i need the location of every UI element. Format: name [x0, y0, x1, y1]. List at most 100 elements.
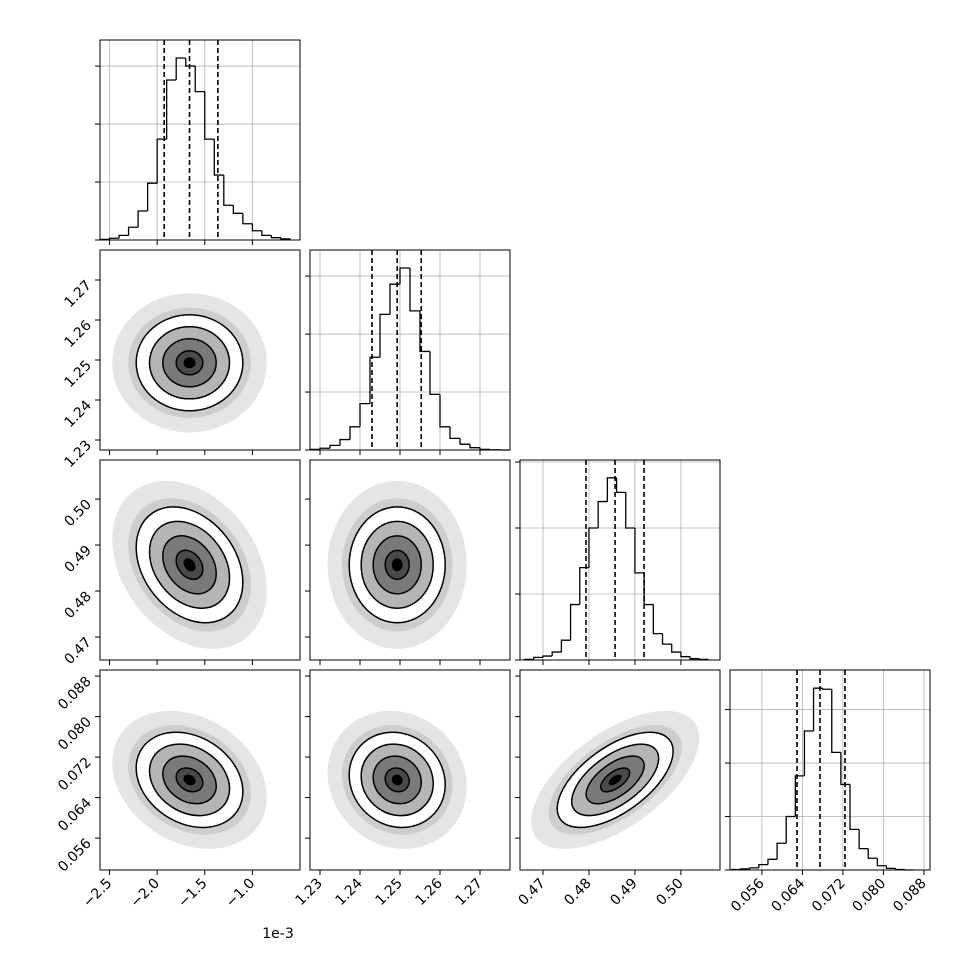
y-tick-label: 1.24 — [61, 397, 94, 430]
contour-line — [372, 755, 422, 805]
histogram-bin — [369, 356, 380, 404]
panel-frame — [309, 669, 511, 871]
histogram-bin — [560, 639, 571, 653]
histogram-bin — [213, 139, 224, 176]
histogram-bin — [876, 858, 887, 867]
histogram-bin — [429, 351, 440, 395]
contour-line — [135, 731, 244, 829]
histogram-bin — [831, 689, 841, 754]
contour-line — [585, 755, 645, 805]
x-tick-label: 0.088 — [890, 876, 930, 916]
y-tick-label: 0.48 — [61, 589, 94, 622]
x-tick-label: −1.0 — [223, 876, 258, 911]
x-tick-label: −1.5 — [175, 876, 210, 911]
histogram-bin — [379, 313, 390, 358]
histogram-bin — [867, 848, 878, 859]
histogram-bin — [166, 79, 177, 140]
histogram-bin — [146, 182, 158, 212]
y-tick-label: 0.49 — [61, 543, 94, 576]
histogram-bin — [606, 477, 617, 502]
histogram-bin — [185, 57, 196, 67]
density-peak — [391, 558, 403, 572]
histogram-bin — [794, 775, 805, 817]
offset-label: 1e-3 — [262, 926, 293, 942]
histogram-bin — [118, 234, 129, 239]
x-tick-label: 0.48 — [561, 876, 594, 909]
histogram-bin — [758, 864, 768, 868]
x-tick-label: 0.50 — [653, 876, 686, 909]
density — [531, 710, 700, 849]
histogram-bin — [822, 688, 832, 690]
histogram-bin — [204, 91, 215, 140]
density — [112, 710, 267, 849]
y-tick-label: 0.088 — [55, 674, 95, 714]
x-tick-label: 0.080 — [850, 876, 890, 916]
x-tick-label: 1.27 — [452, 876, 485, 909]
y-tick-label: 0.080 — [55, 714, 95, 754]
histogram-bin — [749, 867, 759, 869]
y-tick-label: 0.064 — [55, 795, 95, 835]
histogram-bin — [156, 138, 167, 184]
contour-line — [162, 338, 217, 388]
histogram-bin — [409, 267, 420, 312]
contour-line — [162, 755, 217, 805]
histogram-bin — [359, 402, 370, 427]
histogram-bin — [588, 527, 599, 568]
contour-line — [162, 535, 217, 595]
histogram-bin — [634, 527, 645, 574]
panel-frame — [99, 39, 301, 241]
histogram-bin — [223, 175, 234, 206]
density — [112, 293, 267, 433]
histogram-bin — [776, 842, 787, 860]
histogram-bin — [261, 230, 272, 237]
contour-line — [384, 549, 410, 581]
y-tick-label: 1.27 — [61, 278, 94, 311]
histogram-bin — [449, 426, 460, 440]
contour-line — [360, 520, 434, 610]
histogram-bin — [579, 566, 589, 605]
histogram-bin — [232, 205, 243, 214]
density — [327, 480, 467, 649]
contour-line — [148, 326, 231, 400]
histogram-bin — [339, 438, 350, 446]
contour-line — [348, 506, 446, 624]
y-tick-label: 1.23 — [61, 438, 94, 471]
panel-frame — [99, 669, 301, 871]
histogram-bin — [785, 815, 796, 844]
contour-line — [175, 549, 204, 581]
density-peak — [183, 558, 196, 572]
histogram-bin — [671, 644, 681, 653]
x-tick-label: 1.26 — [412, 875, 445, 908]
histogram-bin — [533, 656, 543, 660]
histogram-bin — [469, 444, 480, 449]
x-tick-label: −2.5 — [80, 876, 115, 911]
contour-line — [175, 350, 204, 376]
histogram-bin — [137, 210, 148, 228]
histogram-bin — [319, 447, 330, 450]
x-tick-label: 1.23 — [292, 876, 325, 909]
histogram-bin — [127, 226, 139, 236]
contour-line — [360, 743, 434, 817]
histogram-bin — [194, 66, 205, 93]
histogram-bin — [419, 310, 430, 353]
x-tick-label: 0.056 — [728, 875, 768, 915]
y-tick-label: 0.47 — [61, 635, 94, 668]
histogram-bin — [479, 447, 490, 451]
density-peak — [183, 357, 196, 369]
y-tick-label: 0.056 — [55, 836, 95, 876]
histogram-bin — [280, 237, 291, 240]
x-tick-label: 0.47 — [515, 876, 548, 909]
histogram-bin — [739, 868, 750, 870]
histogram-bin — [689, 656, 700, 660]
density — [112, 480, 267, 649]
histogram-bin — [680, 652, 691, 658]
histogram-bin — [597, 500, 608, 528]
histogram-bin — [459, 438, 470, 445]
histogram-bin — [858, 829, 869, 850]
histogram-bin — [108, 237, 120, 240]
y-tick-label: 0.072 — [55, 755, 95, 795]
contour-line — [148, 743, 231, 817]
histogram-bin — [615, 477, 626, 493]
x-tick-label: 0.49 — [607, 876, 640, 909]
histogram-bin — [349, 426, 360, 440]
